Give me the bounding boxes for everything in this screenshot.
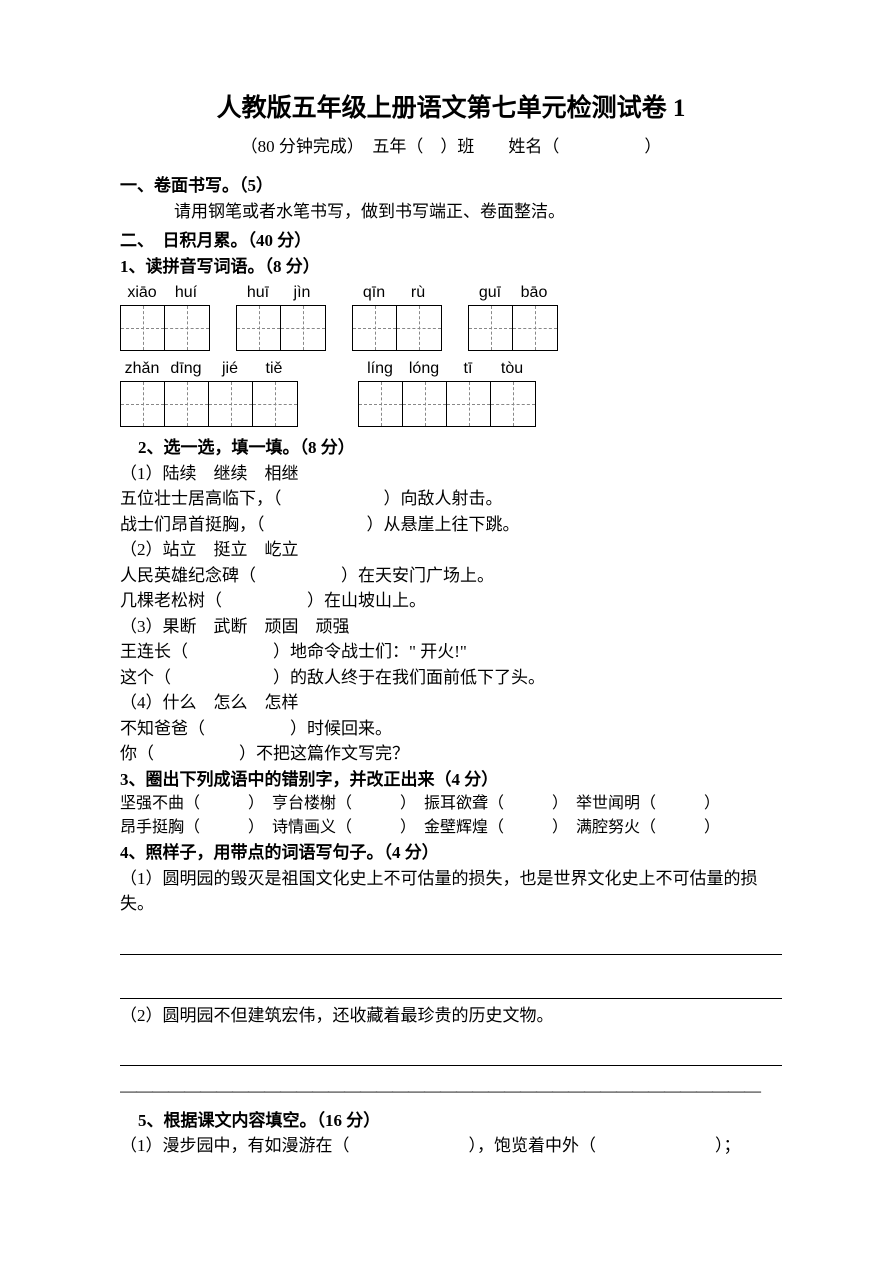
q5-p1: （1）漫步园中，有如漫游在（ ），饱览着中外（ ）； <box>120 1133 782 1159</box>
q2-g4a: 不知爸爸（ ）时候回来。 <box>120 716 782 742</box>
answer-line[interactable] <box>120 933 782 955</box>
char-grid[interactable] <box>236 305 326 351</box>
pinyin-label: xiāo <box>120 281 164 305</box>
pinyin-label: jié <box>208 357 252 381</box>
q2-g2a: 人民英雄纪念碑（ ）在天安门广场上。 <box>120 563 782 589</box>
char-grid[interactable] <box>120 381 298 427</box>
pinyin-group: líng lóng tī tòu <box>358 357 536 427</box>
q2-g1h: （1）陆续 继续 相继 <box>120 461 782 487</box>
q2-g3a: 王连长（ ）地命令战士们：" 开火!" <box>120 639 782 665</box>
pinyin-group: xiāo huí <box>120 281 210 351</box>
q2-g1a: 五位壮士居高临下，（ ）向敌人射击。 <box>120 486 782 512</box>
pinyin-label: bāo <box>512 281 556 305</box>
pinyin-label: jìn <box>280 281 324 305</box>
char-grid[interactable] <box>352 305 442 351</box>
section-1-body: 请用钢笔或者水笔书写，做到书写端正、卷面整洁。 <box>120 199 782 225</box>
q2-g4b: 你（ ）不把这篇作文写完？ <box>120 741 782 767</box>
pinyin-label: guī <box>468 281 512 305</box>
pinyin-row-1: xiāo huí huī jìn qīn rù guī bāo <box>120 281 782 351</box>
q4-head: 4、照样子，用带点的词语写句子。（4 分） <box>120 840 782 866</box>
q2-g1b: 战士们昂首挺胸，（ ）从悬崖上往下跳。 <box>120 512 782 538</box>
q3-l2: 昂手挺胸（ ） 诗情画义（ ） 金壁辉煌（ ） 满腔努火（ ） <box>120 816 782 840</box>
section-1-head: 一、卷面书写。（5） <box>120 173 782 199</box>
pinyin-group: qīn rù <box>352 281 442 351</box>
pinyin-label: tòu <box>490 357 534 381</box>
exam-subtitle: （80 分钟完成） 五年（ ）班 姓名（ ） <box>120 134 782 160</box>
answer-line[interactable] <box>120 1044 782 1066</box>
q3-head: 3、圈出下列成语中的错别字，并改正出来（4 分） <box>120 767 782 793</box>
pinyin-label: líng <box>358 357 402 381</box>
q2-g3h: （3）果断 武断 顽固 顽强 <box>120 614 782 640</box>
char-grid[interactable] <box>358 381 536 427</box>
pinyin-label: huī <box>236 281 280 305</box>
char-grid[interactable] <box>120 305 210 351</box>
pinyin-row-2: zhǎn dīng jié tiě líng lóng tī tòu <box>120 357 782 427</box>
pinyin-label: rù <box>396 281 440 305</box>
q2-g2b: 几棵老松树（ ）在山坡山上。 <box>120 588 782 614</box>
pinyin-label: tī <box>446 357 490 381</box>
exam-title: 人教版五年级上册语文第七单元检测试卷 1 <box>120 90 782 128</box>
q2-g2h: （2）站立 挺立 屹立 <box>120 537 782 563</box>
section-2-head: 二、 日积月累。（40 分） <box>120 228 782 254</box>
char-grid[interactable] <box>468 305 558 351</box>
pinyin-label: huí <box>164 281 208 305</box>
q2-g4h: （4）什么 怎么 怎样 <box>120 690 782 716</box>
q2-head: 2、选一选，填一填。（8 分） <box>120 435 782 461</box>
q4-p1: （1）圆明园的毁灭是祖国文化史上不可估量的损失，也是世界文化史上不可估量的损失。 <box>120 866 782 917</box>
pinyin-label: qīn <box>352 281 396 305</box>
pinyin-group: guī bāo <box>468 281 558 351</box>
q5-head: 5、根据课文内容填空。（16 分） <box>120 1108 782 1134</box>
pinyin-label: zhǎn <box>120 357 164 381</box>
pinyin-group: zhǎn dīng jié tiě <box>120 357 298 427</box>
q2-g3b: 这个（ ）的敌人终于在我们面前低下了头。 <box>120 665 782 691</box>
pinyin-group: huī jìn <box>236 281 326 351</box>
q3-l1: 坚强不曲（ ） 亨台楼榭（ ） 振耳欲聋（ ） 举世闻明（ ） <box>120 792 782 816</box>
answer-line[interactable] <box>120 977 782 999</box>
q4-p2: （2）圆明园不但建筑宏伟，还收藏着最珍贵的历史文物。 <box>120 1003 782 1029</box>
pinyin-label: lóng <box>402 357 446 381</box>
pinyin-label: dīng <box>164 357 208 381</box>
q1-head: 1、读拼音写词语。（8 分） <box>120 254 782 280</box>
pinyin-label: tiě <box>252 357 296 381</box>
separator-line: ———————————————————————————————————————— <box>120 1078 782 1104</box>
